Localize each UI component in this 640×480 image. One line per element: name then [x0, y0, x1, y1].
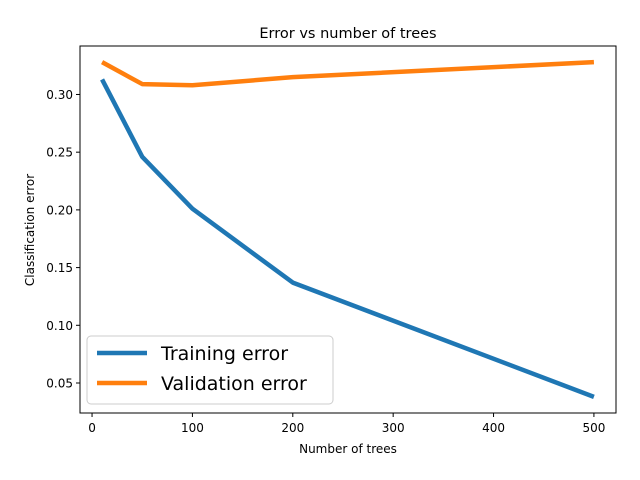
y-tick-label: 0.30: [46, 88, 73, 102]
series-layer: [100, 59, 595, 399]
x-tick-label: 400: [482, 421, 505, 435]
x-tick-label: 300: [382, 421, 405, 435]
legend-label-1: Training error: [160, 343, 288, 365]
y-axis-label: Classification error: [23, 174, 37, 286]
legend: Training error Validation error: [86, 335, 334, 405]
legend-box: [86, 335, 334, 405]
series-line-2: [101, 59, 595, 88]
legend-label-2: Validation error: [161, 373, 307, 395]
chart-title: Error vs number of trees: [259, 26, 436, 42]
x-tick-label: 500: [582, 421, 605, 435]
plot-area-frame: [79, 45, 617, 414]
series-line-1: [100, 78, 595, 399]
x-axis: 0 100 200 300 400 500: [88, 413, 605, 435]
x-axis-label: Number of trees: [299, 442, 397, 456]
x-tick-label: 100: [181, 421, 204, 435]
y-tick-label: 0.20: [46, 203, 73, 217]
y-tick-label: 0.05: [46, 376, 73, 390]
y-tick-label: 0.25: [46, 146, 73, 160]
y-tick-label: 0.10: [46, 319, 73, 333]
x-tick-label: 0: [88, 421, 96, 435]
x-tick-label: 200: [281, 421, 304, 435]
y-axis: 0.05 0.10 0.15 0.20 0.25 0.30: [46, 88, 80, 390]
y-tick-label: 0.15: [46, 261, 73, 275]
